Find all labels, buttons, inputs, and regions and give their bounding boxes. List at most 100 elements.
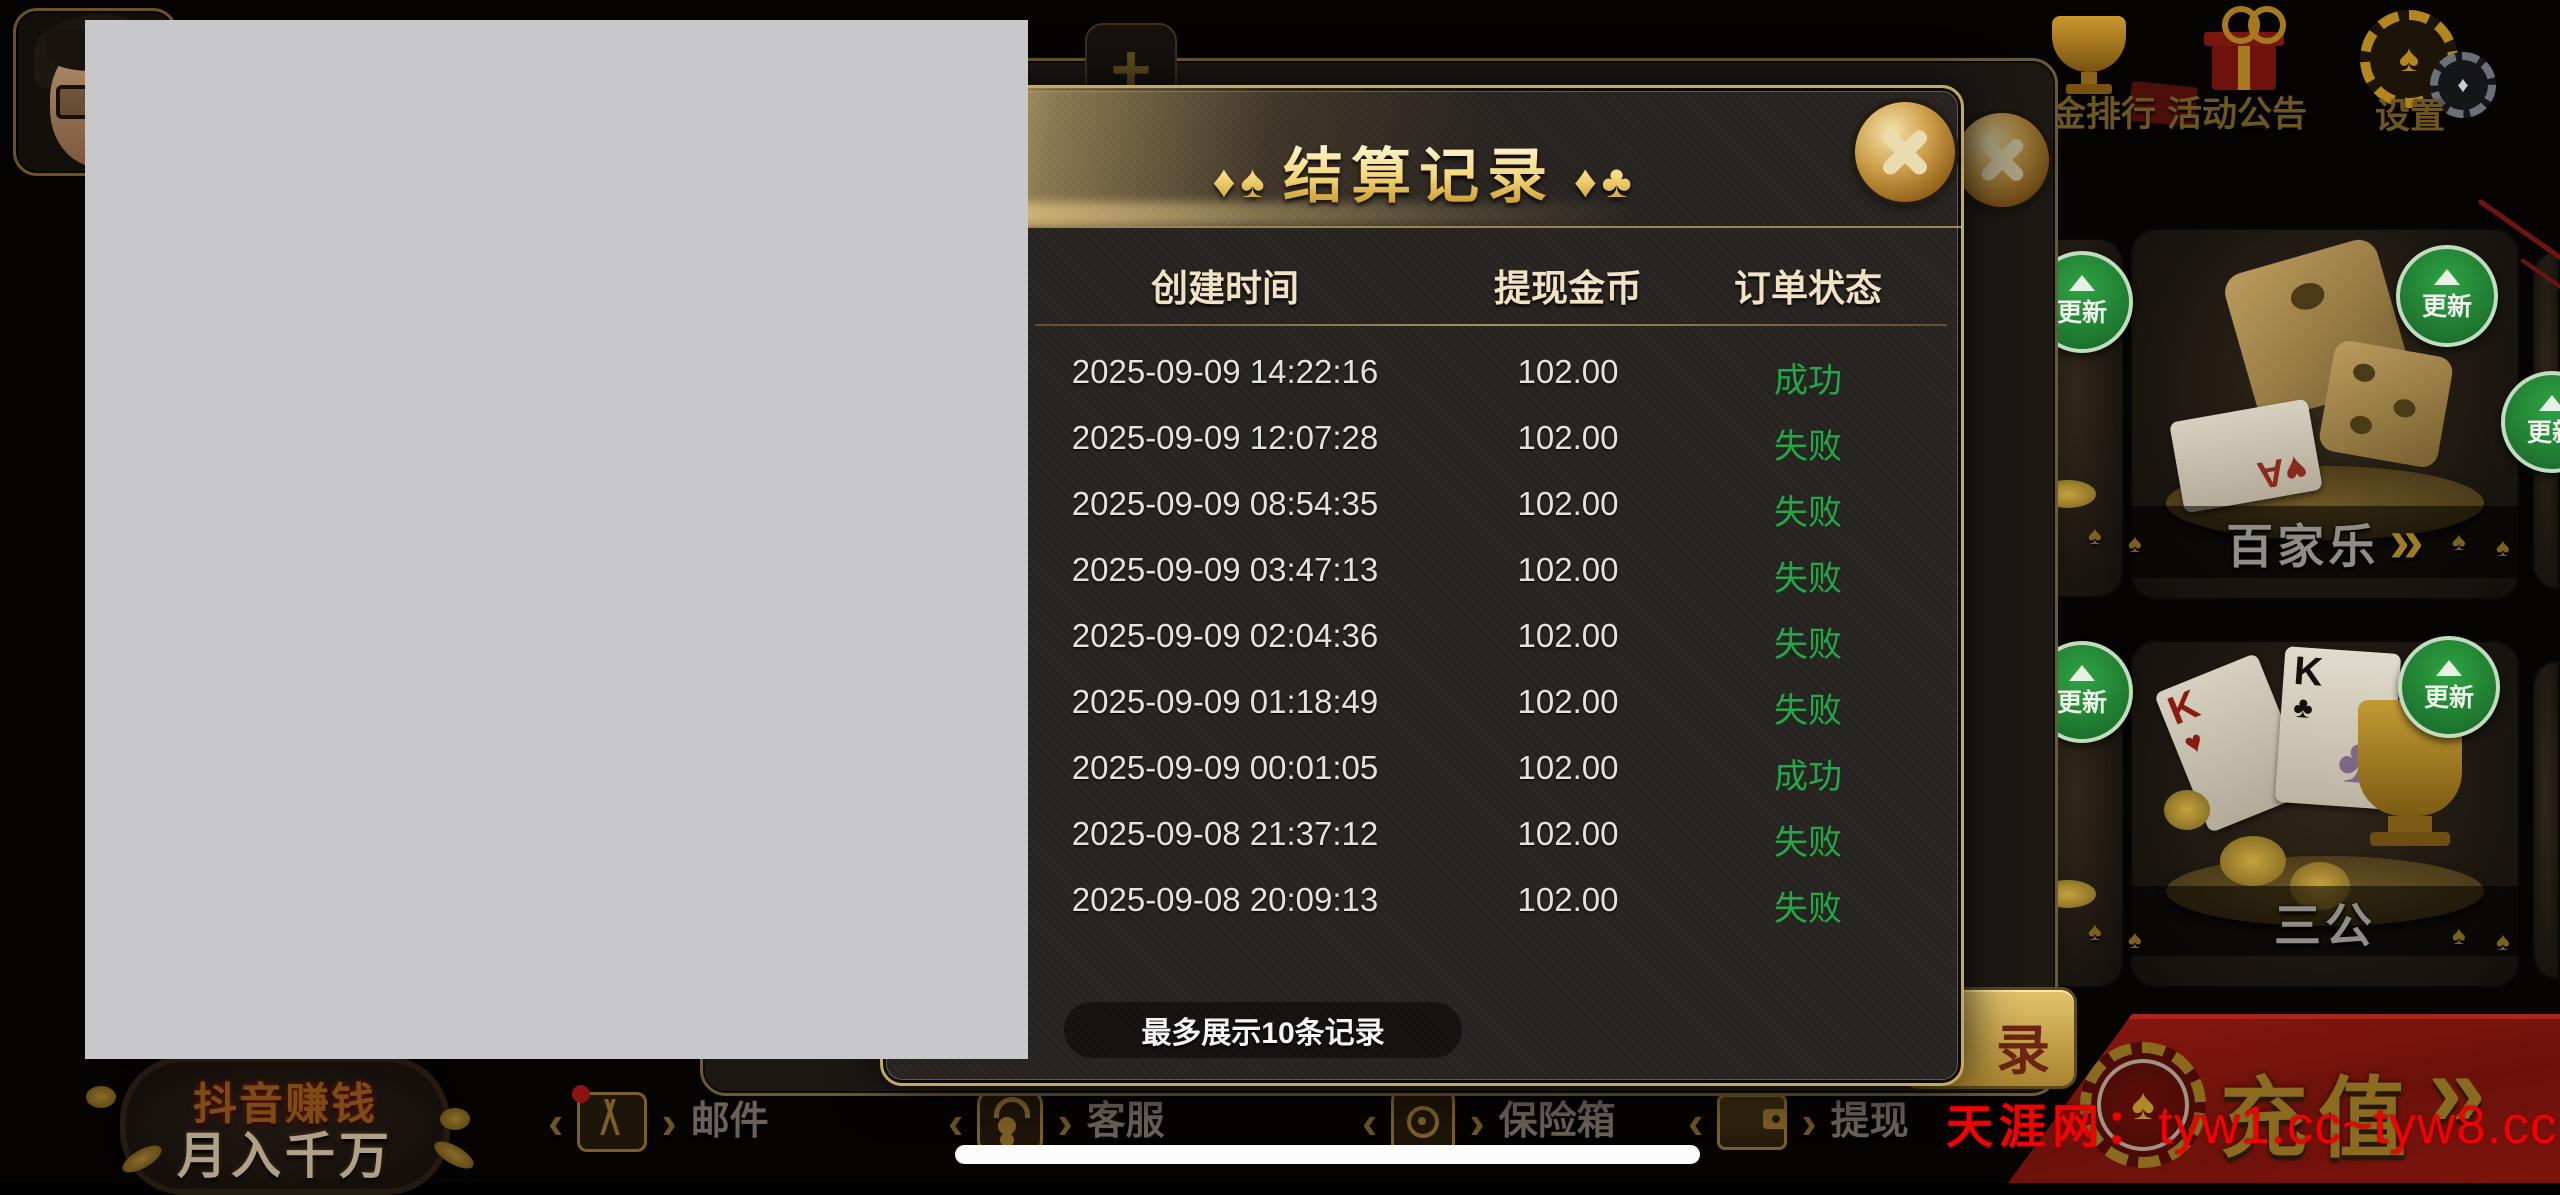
column-header-order-status: 订单状态 <box>1734 268 1882 309</box>
trophy-base <box>2370 832 2450 846</box>
row-time: 2025-09-09 03:47:13 <box>1071 551 1379 588</box>
modal-title-bar <box>883 88 1961 228</box>
spade-dot-decoration: ♠ <box>2496 532 2510 562</box>
up-arrow-icon <box>2434 269 2460 285</box>
gift-icon <box>2238 44 2250 90</box>
bracket-right-icon: › <box>1801 1096 1817 1148</box>
up-arrow-icon <box>2069 665 2095 681</box>
close-button[interactable] <box>1855 102 1955 202</box>
up-arrow-icon <box>2069 275 2095 291</box>
modal-title-text: 结算记录 <box>1283 143 1556 210</box>
max-records-note: 最多展示10条记录 <box>1064 1002 1462 1058</box>
home-indicator[interactable] <box>955 1145 1700 1164</box>
game-tile-partial-right-2[interactable] <box>2532 660 2560 980</box>
spade-suit-icon: ♠ <box>1240 155 1265 207</box>
dice-icon <box>2317 338 2455 470</box>
settlement-records-modal: ♦ ♠ 结算记录 ♦ ♣ 创建时间 提现金币 订单状态 2025-09-09 1… <box>880 85 1964 1086</box>
bracket-left-icon: ‹ <box>1362 1096 1378 1148</box>
row-status: 成功 <box>1774 362 1842 400</box>
promo-line2: 月入千万 <box>177 1128 393 1184</box>
row-status: 失败 <box>1774 560 1842 598</box>
site-watermark: 天涯网：tyw1.cc~tyw8.cc <box>1946 1088 2557 1157</box>
row-amount: 102.00 <box>1517 881 1619 918</box>
background-close-button[interactable] <box>1955 113 2049 207</box>
header-separator <box>1035 324 1947 326</box>
nav-settings[interactable]: 设置 <box>2374 97 2446 136</box>
up-arrow-icon <box>2539 395 2560 411</box>
up-arrow-icon <box>2436 660 2462 676</box>
trophy-icon <box>2081 72 2097 84</box>
dock-item-service[interactable]: ‹ › 客服 <box>948 1090 1165 1154</box>
mail-icon <box>572 1085 648 1152</box>
club-suit-icon: ♣ <box>1601 155 1632 207</box>
promo-line1: 抖音赚钱 <box>193 1080 377 1129</box>
row-amount: 102.00 <box>1517 485 1619 522</box>
tile-label-sangong: 三公 <box>2130 886 2520 956</box>
update-button[interactable]: 更新 <box>2398 636 2500 738</box>
gift-icon <box>2248 6 2286 44</box>
diamond-suit-icon: ♦ <box>1573 155 1598 207</box>
update-button[interactable]: 更新 <box>2396 245 2498 347</box>
spade-dot-decoration: ♠ <box>2088 916 2102 946</box>
row-status: 失败 <box>1774 692 1842 730</box>
row-time: 2025-09-09 14:22:16 <box>1071 353 1379 390</box>
watermark-site-name: 天涯网： <box>1946 1100 2158 1153</box>
dock-item-mail[interactable]: ‹ › 邮件 <box>548 1085 769 1154</box>
coin-decoration <box>2164 790 2210 830</box>
row-status: 失败 <box>1774 494 1842 532</box>
row-amount: 102.00 <box>1517 683 1619 720</box>
watermark-domains: tyw1.cc~tyw8.cc <box>2158 1096 2558 1155</box>
spade-dot-decoration: ♠ <box>2128 924 2142 954</box>
coin-decoration <box>2220 836 2286 886</box>
row-amount: 102.00 <box>1517 617 1619 654</box>
withdraw-icon <box>1717 1094 1788 1150</box>
column-header-withdraw-coins: 提现金币 <box>1494 268 1642 309</box>
dock-label-safe: 保险箱 <box>1498 1100 1616 1143</box>
spade-dot-decoration: ♠ <box>2452 526 2466 556</box>
row-amount: 102.00 <box>1517 353 1619 390</box>
bracket-right-icon: › <box>1469 1096 1485 1148</box>
row-time: 2025-09-08 20:09:13 <box>1071 881 1379 918</box>
bracket-left-icon: ‹ <box>948 1096 964 1148</box>
diamond-suit-icon: ♦ <box>1212 155 1236 207</box>
gear-spade: ♠ <box>2398 37 2420 80</box>
promo-badge[interactable]: 抖音赚钱 月入千万 <box>120 1056 450 1195</box>
safe-icon <box>1391 1090 1456 1154</box>
row-time: 2025-09-09 12:07:28 <box>1071 419 1379 456</box>
row-time: 2025-09-09 08:54:35 <box>1071 485 1379 522</box>
gear-small-icon: ♦ <box>2430 52 2496 118</box>
row-amount: 102.00 <box>1517 815 1619 852</box>
dock-item-withdraw[interactable]: ‹ › 提现 <box>1688 1090 1909 1154</box>
banner-edge <box>2008 1014 2560 1019</box>
promo-decoration <box>440 1108 470 1130</box>
promo-decoration <box>86 1086 116 1108</box>
trophy-stem <box>2388 816 2432 832</box>
dock-label-withdraw: 提现 <box>1830 1100 1909 1143</box>
note-text: 最多展示10条记录 <box>1141 1017 1385 1050</box>
game-tile-sangong[interactable]: K ♥ K ♣ ♣ 三公 <box>2130 640 2520 988</box>
spade-dot-decoration: ♠ <box>2496 926 2510 956</box>
tile-label-baccarat: 百家乐 » <box>2130 506 2520 578</box>
row-time: 2025-09-09 01:18:49 <box>1071 683 1379 720</box>
row-status: 失败 <box>1774 626 1842 664</box>
spade-dot-decoration: ♠ <box>2128 528 2142 558</box>
nav-activity-announcement[interactable]: 活动公告 <box>2166 95 2308 134</box>
row-status: 失败 <box>1774 890 1842 928</box>
customer-service-icon <box>977 1090 1044 1154</box>
poker-chip-icon: ♠ <box>2080 1042 2206 1168</box>
gray-placeholder-box <box>85 20 1028 1059</box>
row-time: 2025-09-08 21:37:12 <box>1071 815 1379 852</box>
bracket-right-icon: › <box>661 1096 677 1148</box>
row-status: 成功 <box>1774 758 1842 796</box>
recharge-label: 充值 <box>2220 1069 2417 1168</box>
baccarat-label: 百家乐 <box>2226 519 2380 573</box>
row-amount: 102.00 <box>1517 419 1619 456</box>
sangong-label: 三公 <box>2274 898 2376 952</box>
row-amount: 102.00 <box>1517 551 1619 588</box>
row-time: 2025-09-09 00:01:05 <box>1071 749 1379 786</box>
bracket-left-icon: ‹ <box>548 1096 564 1148</box>
row-amount: 102.00 <box>1517 749 1619 786</box>
dock-item-safe[interactable]: ‹ › 保险箱 <box>1362 1090 1616 1154</box>
dock-label-service: 客服 <box>1086 1100 1165 1143</box>
row-time: 2025-09-09 02:04:36 <box>1071 617 1379 654</box>
